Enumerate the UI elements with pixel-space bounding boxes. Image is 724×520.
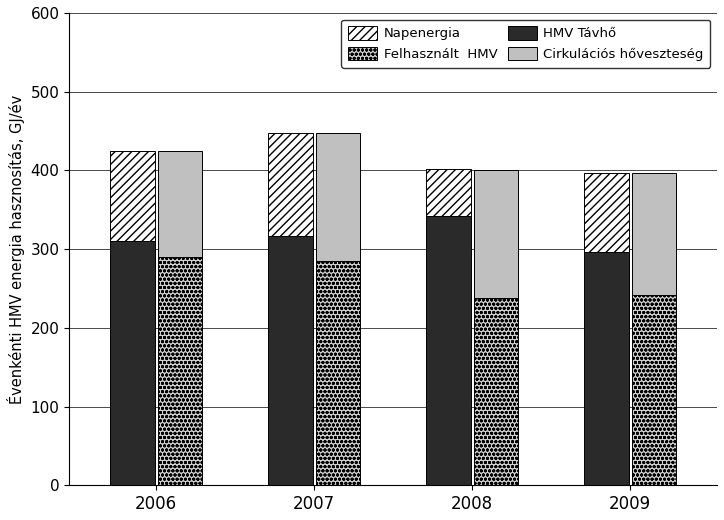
Bar	[269, 134, 313, 236]
Bar	[269, 236, 313, 485]
Bar	[110, 241, 154, 485]
Y-axis label: Évenkénti HMV energia hasznosítás, GJ/év: Évenkénti HMV energia hasznosítás, GJ/év	[7, 95, 25, 404]
Bar	[473, 170, 518, 298]
Bar	[158, 257, 202, 485]
Bar	[158, 151, 202, 257]
Bar	[316, 134, 360, 261]
Bar	[632, 173, 676, 295]
Bar	[426, 216, 471, 485]
Bar	[473, 298, 518, 485]
Legend: Napenergia, Felhasznált  HMV, HMV Távhő, Cirkulációs hőveszteség: Napenergia, Felhasznált HMV, HMV Távhő, …	[341, 20, 710, 68]
Bar	[584, 173, 628, 252]
Bar	[584, 252, 628, 485]
Bar	[426, 169, 471, 216]
Bar	[110, 151, 154, 241]
Bar	[632, 295, 676, 485]
Bar	[316, 261, 360, 485]
